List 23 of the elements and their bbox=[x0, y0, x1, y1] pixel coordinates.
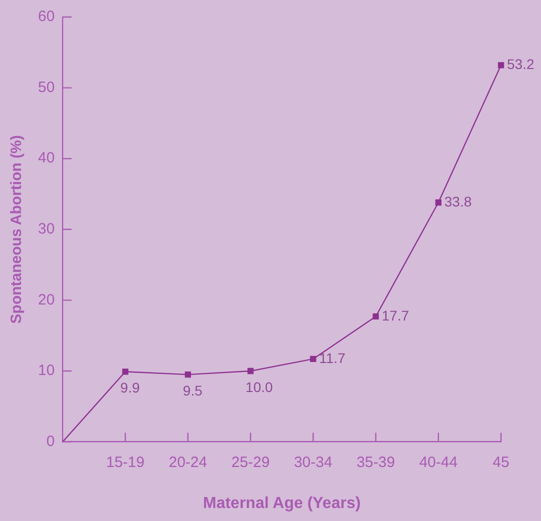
x-tick-label: 30-34 bbox=[294, 454, 332, 471]
y-tick-label: 60 bbox=[38, 8, 55, 26]
x-tick-label: 25-29 bbox=[231, 454, 270, 471]
data-label: 9.9 bbox=[120, 380, 140, 396]
data-label: 17.7 bbox=[382, 307, 410, 324]
y-tick-label: 0 bbox=[46, 432, 55, 450]
y-tick-label: 10 bbox=[38, 362, 55, 380]
data-label: 11.7 bbox=[319, 350, 346, 366]
x-tick-label: 15-19 bbox=[106, 454, 144, 471]
x-tick-label: 45 bbox=[492, 454, 510, 471]
data-label: 53.2 bbox=[507, 56, 534, 72]
x-tick-label: 40-44 bbox=[419, 454, 458, 471]
x-tick-label: 35-39 bbox=[356, 454, 395, 471]
y-tick-label: 20 bbox=[38, 291, 55, 308]
data-label: 9.5 bbox=[182, 382, 203, 398]
x-tick-label: 20-24 bbox=[168, 454, 208, 471]
data-label: 10.0 bbox=[246, 378, 273, 395]
y-axis-title: Spontaneous Abortion (%) bbox=[8, 135, 26, 324]
x-axis-title: Maternal Age (Years) bbox=[203, 494, 361, 512]
y-tick-label: 30 bbox=[38, 220, 55, 238]
y-tick-label: 50 bbox=[38, 78, 55, 96]
y-tick-label: 40 bbox=[38, 150, 55, 167]
data-label: 33.8 bbox=[444, 193, 472, 210]
